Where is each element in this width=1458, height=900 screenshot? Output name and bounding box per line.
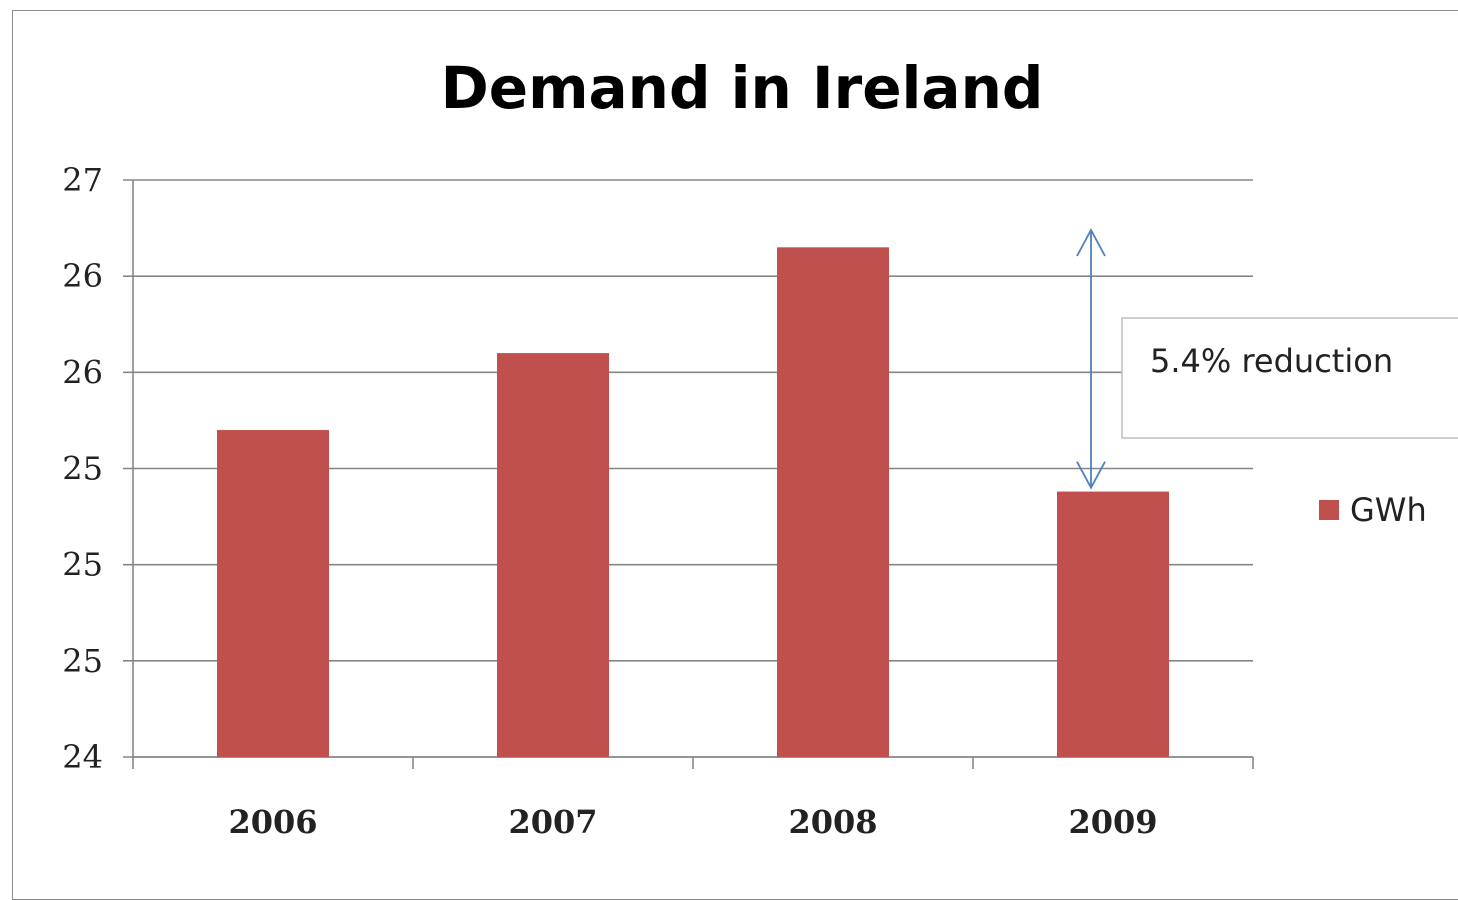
legend: GWh [1319,491,1427,529]
reduction-arrow-head-up [1076,228,1106,257]
legend-swatch [1319,500,1339,520]
x-tick-label: 2006 [228,803,317,841]
bar-2007 [497,353,609,757]
annotation-box [1121,317,1458,439]
bar-2008 [777,247,889,758]
y-tick-label: 26 [62,257,103,295]
y-tick-labels: 24 25 25 25 26 26 27 [62,161,103,776]
legend-label: GWh [1350,491,1427,529]
x-tick-label: 2007 [508,803,597,841]
y-tick-label: 25 [62,546,103,584]
bar-2009 [1057,491,1169,757]
chart-title: Demand in Ireland [441,54,1044,122]
y-tick-label: 24 [62,738,103,776]
x-tick-labels: 2006 2007 2008 2009 [228,803,1157,841]
annotation-text: 5.4% reduction [1150,342,1393,380]
bars [217,247,1169,758]
y-tick-label: 26 [62,353,103,391]
x-tick-label: 2008 [788,803,877,841]
y-tick-label: 27 [62,161,103,199]
y-tick-label: 25 [62,642,103,680]
reduction-arrow-head-down [1076,461,1106,490]
bar-2006 [217,430,329,757]
x-tick-label: 2009 [1068,803,1157,841]
annotation: 5.4% reduction [1076,228,1458,490]
y-tick-label: 25 [62,450,103,488]
